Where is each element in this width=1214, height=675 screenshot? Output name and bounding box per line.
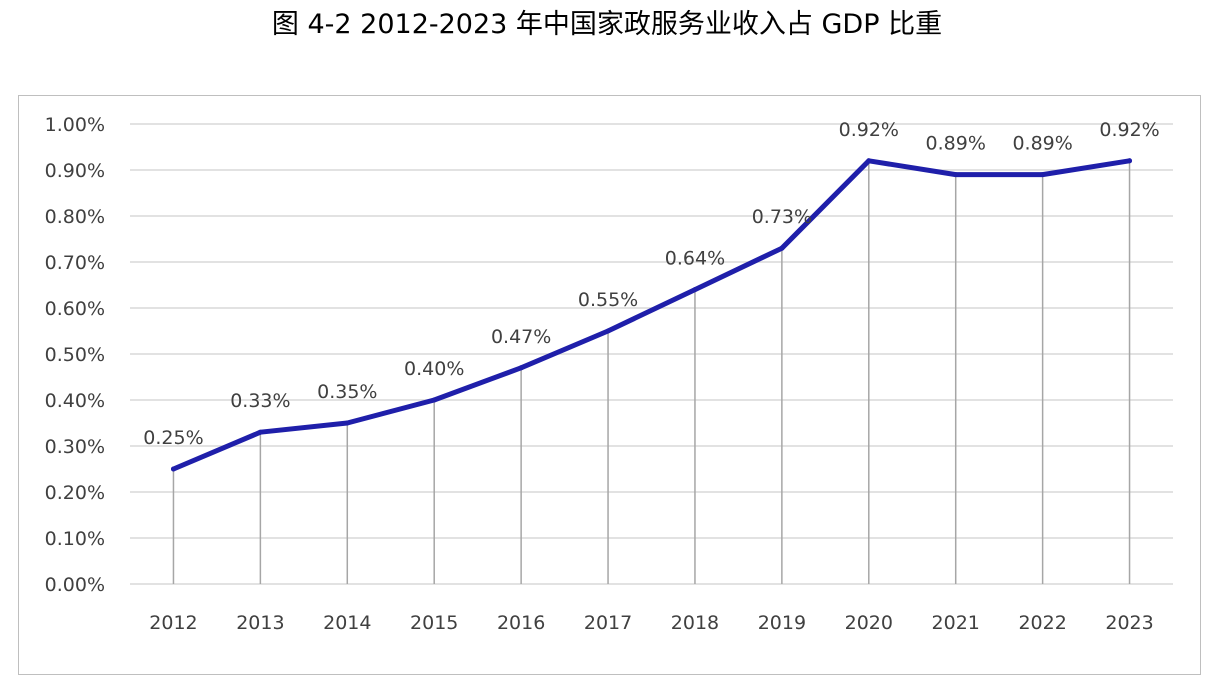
chart-area <box>18 95 1201 675</box>
data-point-2017 <box>605 328 611 334</box>
x-tick-label-2019: 2019 <box>758 612 806 634</box>
x-tick-label-2017: 2017 <box>584 612 632 634</box>
data-point-2013 <box>257 429 263 435</box>
data-label-2014: 0.35% <box>317 381 377 403</box>
x-tick-label-2012: 2012 <box>149 612 197 634</box>
x-axis-tick-labels: 2012 2013 2014 2015 2016 2017 2018 2019 2020 2021… <box>149 612 1153 634</box>
x-tick-label-2013: 2013 <box>236 612 284 634</box>
x-tick-label-2023: 2023 <box>1105 612 1153 634</box>
x-tick-label-2018: 2018 <box>671 612 719 634</box>
gridlines <box>130 123 1173 585</box>
data-point-2015 <box>431 397 437 403</box>
data-point-2019 <box>779 245 785 251</box>
data-label-2020: 0.92% <box>839 119 899 141</box>
drop-lines <box>172 160 1131 584</box>
data-point-2023 <box>1127 158 1133 164</box>
y-tick-label-2: 0.20% <box>45 482 105 504</box>
data-labels: 0.25% 0.33% 0.35% 0.40% 0.47% 0.55% 0.64% 0.73%… <box>143 119 1159 449</box>
data-label-2017: 0.55% <box>578 289 638 311</box>
data-label-2023: 0.92% <box>1099 119 1159 141</box>
data-label-2012: 0.25% <box>143 427 203 449</box>
x-tick-label-2021: 2021 <box>932 612 980 634</box>
y-tick-label-4: 0.40% <box>45 390 105 412</box>
x-tick-label-2020: 2020 <box>845 612 893 634</box>
data-label-2013: 0.33% <box>230 390 290 412</box>
y-tick-label-9: 0.90% <box>45 160 105 182</box>
series-line <box>171 158 1132 472</box>
y-tick-label-3: 0.30% <box>45 436 105 458</box>
data-point-2022 <box>1040 172 1046 178</box>
chart-title: 图 4-2 2012-2023 年中国家政服务业收入占 GDP 比重 <box>271 9 943 40</box>
x-tick-label-2015: 2015 <box>410 612 458 634</box>
data-point-2012 <box>170 466 176 472</box>
y-tick-label-10: 1.00% <box>45 114 105 136</box>
data-label-2018: 0.64% <box>665 248 725 270</box>
y-tick-label-7: 0.70% <box>45 252 105 274</box>
data-point-2021 <box>953 172 959 178</box>
data-label-2022: 0.89% <box>1012 133 1072 155</box>
x-tick-label-2014: 2014 <box>323 612 371 634</box>
data-point-2018 <box>692 287 698 293</box>
data-point-2016 <box>518 365 524 371</box>
x-tick-label-2016: 2016 <box>497 612 545 634</box>
y-tick-label-6: 0.60% <box>45 298 105 320</box>
data-point-2014 <box>344 420 350 426</box>
x-tick-label-2022: 2022 <box>1018 612 1066 634</box>
data-label-2015: 0.40% <box>404 358 464 380</box>
y-tick-label-5: 0.50% <box>45 344 105 366</box>
data-label-2016: 0.47% <box>491 326 551 348</box>
y-tick-label-8: 0.80% <box>45 206 105 228</box>
y-tick-label-1: 0.10% <box>45 528 105 550</box>
data-label-2021: 0.89% <box>926 133 986 155</box>
data-label-2019: 0.73% <box>752 206 812 228</box>
y-tick-label-0: 0.00% <box>45 574 105 596</box>
series <box>170 158 1133 472</box>
data-point-2020 <box>866 158 872 164</box>
y-axis-tick-labels: 0.00% 0.10% 0.20% 0.30% 0.40% 0.50% 0.60% 0.70%… <box>45 114 105 596</box>
